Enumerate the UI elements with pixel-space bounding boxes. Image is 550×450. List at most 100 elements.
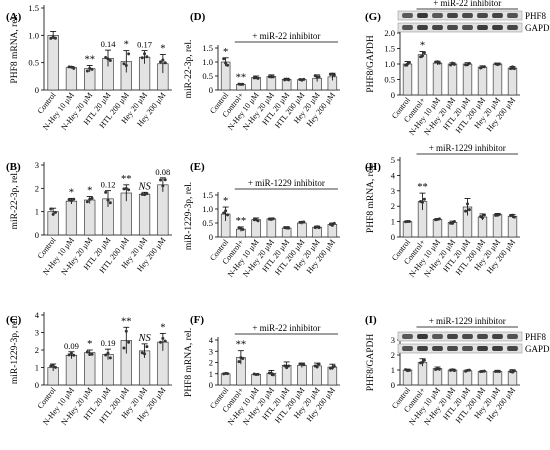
- blot-band: [462, 346, 473, 351]
- replicate-dot: [317, 362, 321, 366]
- replicate-dot: [512, 215, 516, 219]
- y-tick-label: 2: [209, 358, 213, 368]
- replicate-dot: [145, 55, 149, 59]
- replicate-dot: [108, 58, 112, 62]
- chart-panel: (F)PHF8 mRNA, rel. 01234Control**Control+…: [184, 314, 340, 427]
- replicate-dot: [467, 61, 471, 65]
- replicate-dot: [140, 56, 144, 60]
- replicate-dot: [72, 197, 76, 201]
- replicate-dot: [51, 363, 55, 367]
- bar: [402, 369, 413, 386]
- panel-label: (A): [6, 11, 22, 23]
- y-tick-label: 0: [209, 232, 213, 242]
- replicate-dot: [509, 67, 513, 71]
- replicate-dot: [421, 360, 424, 364]
- blot-band: [402, 25, 413, 30]
- significance-label: 0.17: [137, 40, 152, 50]
- replicate-dot: [482, 65, 486, 69]
- bracket-label: + miR-22 inhibitor: [252, 323, 320, 333]
- replicate-dot: [226, 372, 230, 376]
- y-tick-label: 0.5: [384, 75, 395, 85]
- blot-band: [507, 334, 518, 339]
- blot-band: [402, 13, 413, 18]
- replicate-dot: [313, 74, 317, 78]
- significance-label: 0.12: [101, 180, 116, 190]
- significance-label: NS: [137, 333, 151, 344]
- replicate-dot: [106, 351, 110, 355]
- y-tick-label: 1.0: [28, 30, 39, 40]
- replicate-dot: [108, 201, 112, 205]
- replicate-dot: [497, 62, 501, 66]
- bar: [297, 365, 307, 386]
- replicate-dot: [104, 353, 108, 357]
- y-tick-label: 1.0: [384, 59, 395, 69]
- replicate-dot: [287, 364, 291, 368]
- replicate-dot: [256, 219, 260, 223]
- replicate-dot: [159, 340, 163, 344]
- blot-band: [492, 13, 503, 18]
- bar: [65, 200, 78, 236]
- bar: [447, 63, 458, 96]
- y-axis-label: miR-22-3p, rel.: [184, 40, 194, 99]
- chart-panel: (I)PHF8/GAPDH0123Control**Control+N-Hey …: [365, 314, 550, 427]
- y-tick-label: 2: [35, 345, 39, 355]
- replicate-dot: [464, 209, 468, 213]
- y-tick-label: 4: [391, 170, 396, 180]
- significance-label: *: [87, 339, 92, 350]
- significance-label: **: [236, 340, 247, 351]
- blot-strip: [397, 343, 523, 354]
- replicate-dot: [127, 340, 131, 344]
- y-axis-label: miR-1229-3p, rel.: [10, 316, 20, 384]
- bracket-label: + miR-1229 inhibitor: [248, 178, 325, 188]
- replicate-dot: [315, 365, 319, 369]
- blot-band: [402, 346, 413, 351]
- blot-band: [447, 13, 458, 18]
- replicate-dot: [143, 352, 147, 356]
- y-tick-label: 1.5: [28, 3, 39, 13]
- y-tick-label: 1: [35, 363, 39, 373]
- bar: [138, 193, 151, 236]
- y-axis-label: PHF8/GAPDH: [366, 35, 376, 93]
- y-axis-label: PHF8 mRNA, rel.: [366, 164, 376, 233]
- bar: [402, 63, 413, 96]
- replicate-dot: [124, 64, 128, 68]
- panel-label: (C): [6, 314, 22, 326]
- replicate-dot: [332, 73, 336, 77]
- bar: [266, 76, 277, 91]
- replicate-dot: [332, 364, 336, 368]
- bar: [266, 218, 277, 238]
- replicate-dot: [124, 329, 128, 333]
- blot-band: [447, 25, 458, 30]
- significance-label: **: [417, 182, 428, 193]
- blot-band: [447, 346, 458, 351]
- replicate-dot: [106, 57, 110, 61]
- replicate-dot: [302, 77, 306, 81]
- replicate-dot: [51, 212, 55, 216]
- y-tick-label: 0: [391, 90, 395, 100]
- replicate-dot: [104, 56, 108, 60]
- blot-label: PHF8: [525, 332, 547, 342]
- y-tick-label: 0.5: [202, 71, 213, 81]
- y-tick-label: 2.0: [384, 28, 395, 38]
- replicate-dot: [511, 65, 514, 69]
- y-tick-label: 2: [35, 183, 39, 193]
- significance-label: *: [87, 186, 92, 197]
- replicate-dot: [237, 360, 241, 364]
- replicate-dot: [497, 369, 501, 373]
- blot-band: [492, 25, 503, 30]
- chart-panel: (A)PHF8 mRNA, rel.00.51.01.5ControlN-Hey…: [6, 3, 172, 132]
- y-tick-label: 3: [35, 160, 39, 170]
- y-tick-label: 1.5: [202, 43, 213, 53]
- chart-panel: (E)miR-1229-3p, rel. 00.51.01.5*Control**…: [184, 161, 340, 279]
- significance-label: 0.09: [64, 341, 79, 351]
- panel-label: (E): [190, 161, 205, 173]
- replicate-dot: [241, 227, 245, 231]
- blot-band: [492, 334, 503, 339]
- replicate-dot: [467, 208, 471, 212]
- y-tick-label: 3: [391, 186, 395, 196]
- y-tick-label: 0: [35, 230, 39, 240]
- replicate-dot: [122, 187, 126, 191]
- replicate-dot: [90, 196, 94, 200]
- panel-label: (D): [190, 11, 206, 23]
- replicate-dot: [283, 364, 287, 368]
